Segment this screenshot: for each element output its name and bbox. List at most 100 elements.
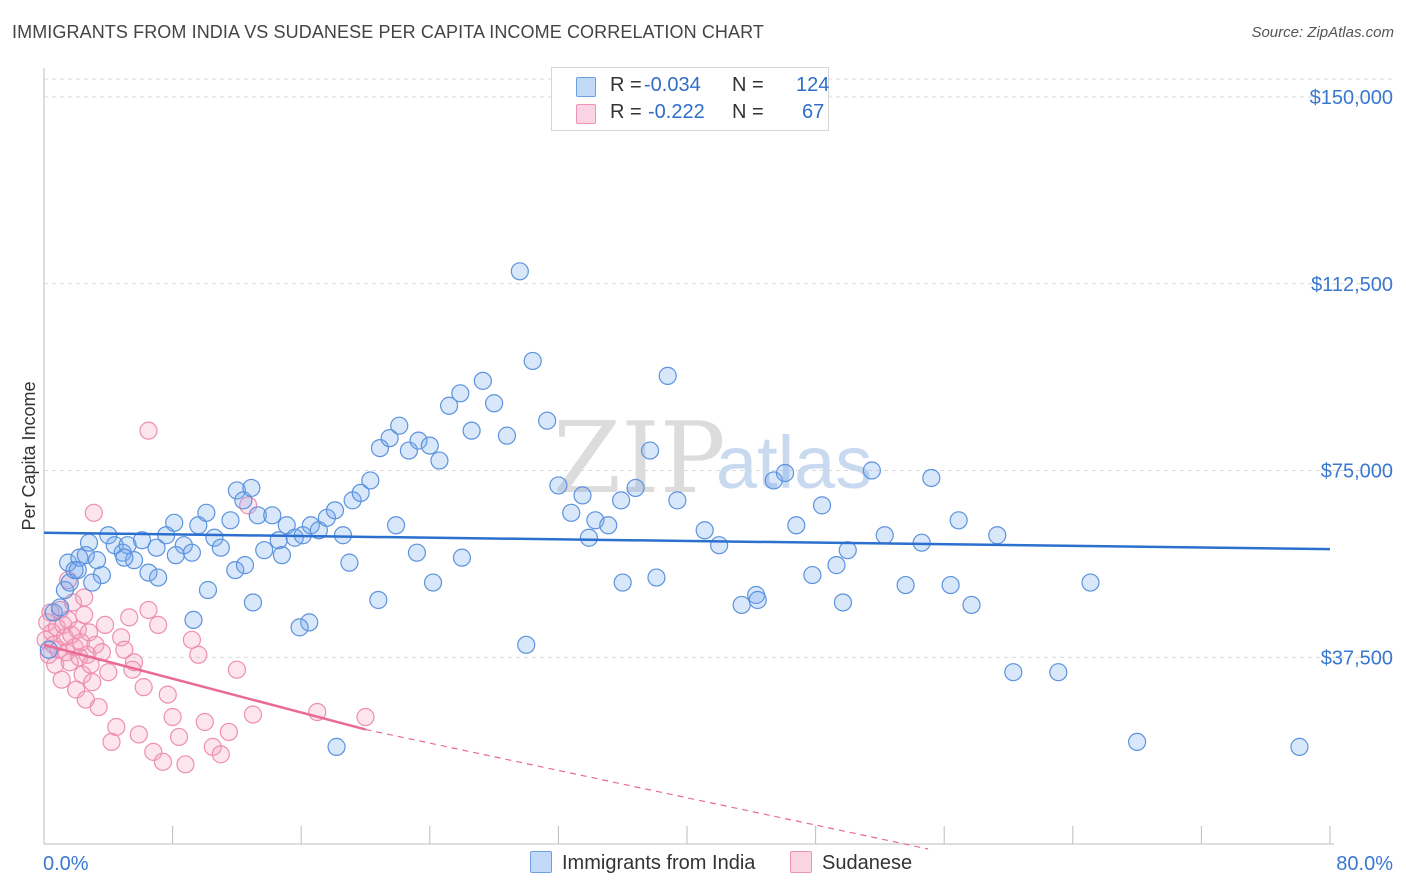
india-point [423, 573, 443, 592]
n-label: N = [732, 101, 764, 123]
india-point [658, 366, 677, 385]
india-point [227, 481, 246, 500]
india-point [166, 546, 185, 565]
r-label: R = [610, 74, 642, 96]
india-point [197, 503, 216, 522]
sudanese-point [67, 680, 86, 699]
india-point [710, 536, 729, 555]
india-point [333, 526, 353, 545]
r-value-india: -0.034 [644, 74, 701, 96]
chart-title: IMMIGRANTS FROM INDIA VS SUDANESE PER CA… [12, 22, 764, 42]
y-tick-labels: $37,500 $75,000 $112,500 $150,000 [1310, 87, 1393, 669]
india-point [351, 483, 370, 503]
india-point [510, 262, 529, 281]
india-point [451, 384, 470, 403]
x-tick-labels: 0.0% 80.0% [43, 853, 1393, 875]
india-legend-swatch [530, 851, 552, 873]
legend-item-india[interactable]: Immigrants from India [530, 851, 755, 875]
sudanese-point [243, 705, 263, 724]
india-point [409, 431, 428, 450]
source-label: Source: ZipAtlas.com [1251, 24, 1394, 41]
n-value-india: 124 [796, 74, 830, 96]
india-point [613, 573, 632, 592]
watermark-atlas: atlas [716, 421, 872, 504]
sudanese-point [52, 670, 71, 689]
sudanese-point [189, 645, 208, 664]
india-point [439, 396, 459, 415]
india-point [340, 553, 359, 572]
y-tick-label: $150,000 [1310, 87, 1393, 109]
sudanese-point [211, 745, 230, 764]
india-point [523, 351, 542, 371]
india-swatch [576, 77, 596, 97]
india-point [380, 429, 399, 448]
x-tick-label-max: 80.0% [1336, 853, 1393, 875]
india-point [473, 371, 492, 390]
sudanese-point [176, 755, 195, 774]
sudanese-trend-extension [365, 728, 929, 850]
sudanese-trend-line [43, 643, 366, 731]
y-tick-label: $112,500 [1311, 274, 1393, 296]
sudanese-point [83, 673, 102, 692]
india-point [269, 531, 288, 550]
sudanese-swatch [576, 104, 596, 124]
india-point [325, 501, 345, 520]
india-point [327, 737, 346, 756]
india-point [647, 568, 666, 587]
india-point [420, 436, 439, 455]
r-label: R = [610, 101, 642, 123]
sudanese-legend-label: Sudanese [822, 852, 913, 874]
legend-item-sudanese[interactable]: Sudanese [790, 851, 912, 875]
india-point [787, 516, 806, 535]
india-point [430, 451, 449, 470]
sudanese-point [75, 605, 94, 625]
sudanese-point [227, 660, 246, 679]
india-point [896, 575, 915, 595]
sudanese-point [120, 608, 139, 627]
sudanese-point [169, 727, 189, 747]
india-point [962, 595, 981, 615]
india-point [827, 556, 846, 575]
india-point [68, 560, 87, 580]
india-point [182, 543, 201, 562]
india-point [370, 438, 390, 458]
sudanese-point [195, 712, 214, 732]
india-point [803, 565, 822, 585]
india-point [226, 560, 245, 580]
sudanese-point [153, 752, 173, 771]
india-point [748, 590, 767, 610]
sudanese-point [115, 640, 134, 659]
sudanese-point [75, 588, 94, 607]
n-label: N = [732, 74, 764, 96]
sudanese-point [99, 663, 118, 682]
india-point [198, 580, 218, 600]
india-point [132, 531, 152, 550]
india-point [211, 538, 230, 557]
correlation-legend: R = -0.034 N = 124 R = -0.222 N = 67 [551, 67, 829, 131]
india-point [290, 618, 309, 637]
sudanese-point [86, 635, 105, 654]
india-point [562, 503, 581, 522]
india-point [1004, 663, 1023, 682]
india-point [99, 526, 118, 545]
india-point [549, 476, 568, 495]
india-point [92, 565, 111, 585]
sudanese-point [356, 707, 375, 727]
sudanese-point [89, 697, 108, 717]
india-point [485, 394, 504, 413]
india-point [184, 610, 203, 630]
india-point [407, 543, 427, 562]
india-point [361, 471, 380, 490]
india-point [115, 548, 134, 567]
india-point [497, 426, 517, 445]
watermark-zip: ZIP [553, 402, 726, 516]
sudanese-point [149, 615, 168, 634]
india-point [538, 411, 557, 430]
sudanese-point [219, 722, 238, 742]
sudanese-point [158, 685, 177, 704]
india-point [668, 491, 687, 510]
india-point [1127, 732, 1147, 752]
india-point [862, 461, 881, 480]
india-point [242, 478, 261, 498]
